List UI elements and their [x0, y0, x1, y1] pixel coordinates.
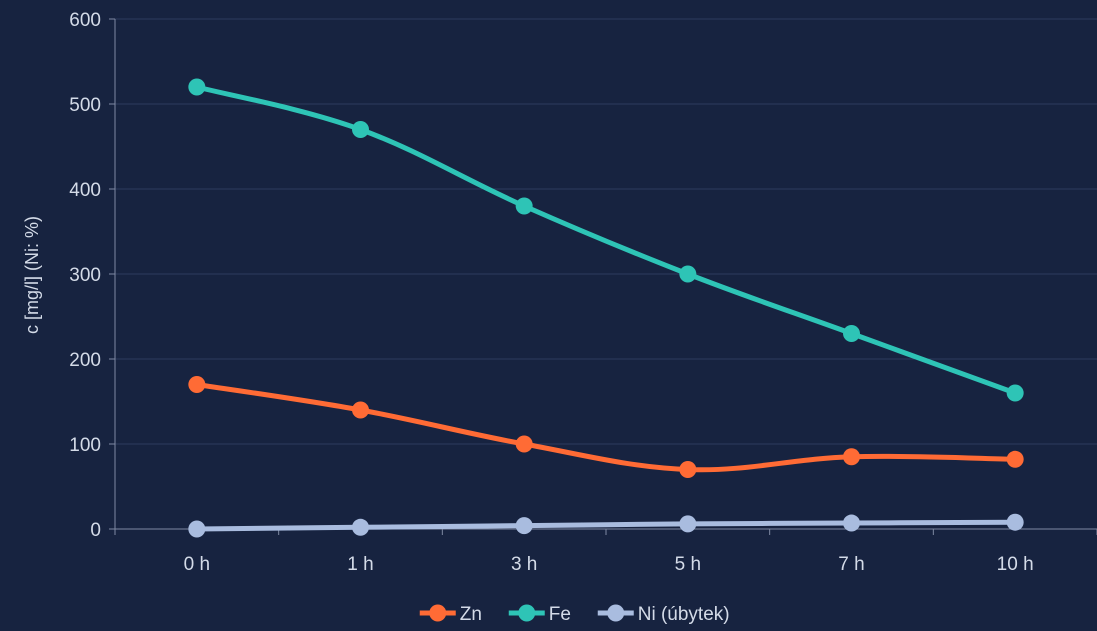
data-point — [843, 325, 860, 342]
series-line — [194, 519, 1018, 532]
y-tick-label: 0 — [90, 520, 101, 541]
series-fe — [188, 78, 1024, 402]
legend: Zn Fe Ni (úbytek) — [419, 604, 730, 625]
series-ni-bytek — [188, 513, 1024, 538]
data-point — [843, 514, 860, 532]
legend-swatch-marker — [518, 604, 536, 622]
data-point — [679, 265, 697, 283]
x-tick-label: 1 h — [347, 554, 373, 575]
data-point — [352, 401, 369, 419]
x-tick-label: 5 h — [675, 554, 701, 575]
y-tick-label: 300 — [69, 265, 101, 286]
data-point — [352, 518, 369, 536]
data-point — [1006, 384, 1024, 402]
legend-label: Fe — [549, 604, 571, 625]
gridlines — [115, 18, 1097, 445]
legend-item: Ni (úbytek) — [597, 604, 730, 625]
data-point — [515, 435, 533, 453]
y-tick-label: 100 — [69, 435, 101, 456]
y-axis-title: c [mg/l] (Ni: %) — [22, 216, 42, 334]
series-line — [194, 84, 1018, 396]
legend-label: Ni (úbytek) — [638, 604, 730, 625]
legend-swatch-marker — [429, 604, 447, 622]
legend-swatch-marker — [607, 604, 625, 622]
series-group — [188, 78, 1024, 538]
data-point — [1006, 450, 1024, 468]
legend-item: Zn — [419, 604, 482, 625]
x-axis-ticks: 0 h 1 h 3 h 5 h 7 h 10 h — [114, 529, 1097, 575]
legend-item: Fe — [508, 604, 571, 625]
data-point — [1006, 513, 1024, 531]
x-tick-label: 3 h — [511, 554, 537, 575]
x-tick-label: 10 h — [997, 554, 1034, 575]
data-point — [843, 448, 860, 466]
y-axis-ticks: 0 100 200 300 400 500 600 — [69, 10, 115, 541]
series-line — [194, 382, 1018, 473]
series-zn — [188, 376, 1024, 478]
x-tick-label: 7 h — [838, 554, 864, 575]
data-point — [188, 376, 206, 393]
y-tick-label: 400 — [69, 180, 101, 201]
data-point — [515, 517, 533, 535]
data-point — [352, 121, 369, 138]
legend-label: Zn — [460, 604, 482, 625]
data-point — [188, 520, 206, 538]
data-point — [188, 78, 206, 96]
data-point — [515, 197, 533, 215]
x-tick-label: 0 h — [184, 554, 210, 575]
y-tick-label: 500 — [69, 95, 101, 116]
data-point — [679, 515, 697, 533]
y-tick-label: 600 — [69, 10, 101, 31]
data-point — [679, 461, 697, 478]
y-tick-label: 200 — [69, 350, 101, 371]
